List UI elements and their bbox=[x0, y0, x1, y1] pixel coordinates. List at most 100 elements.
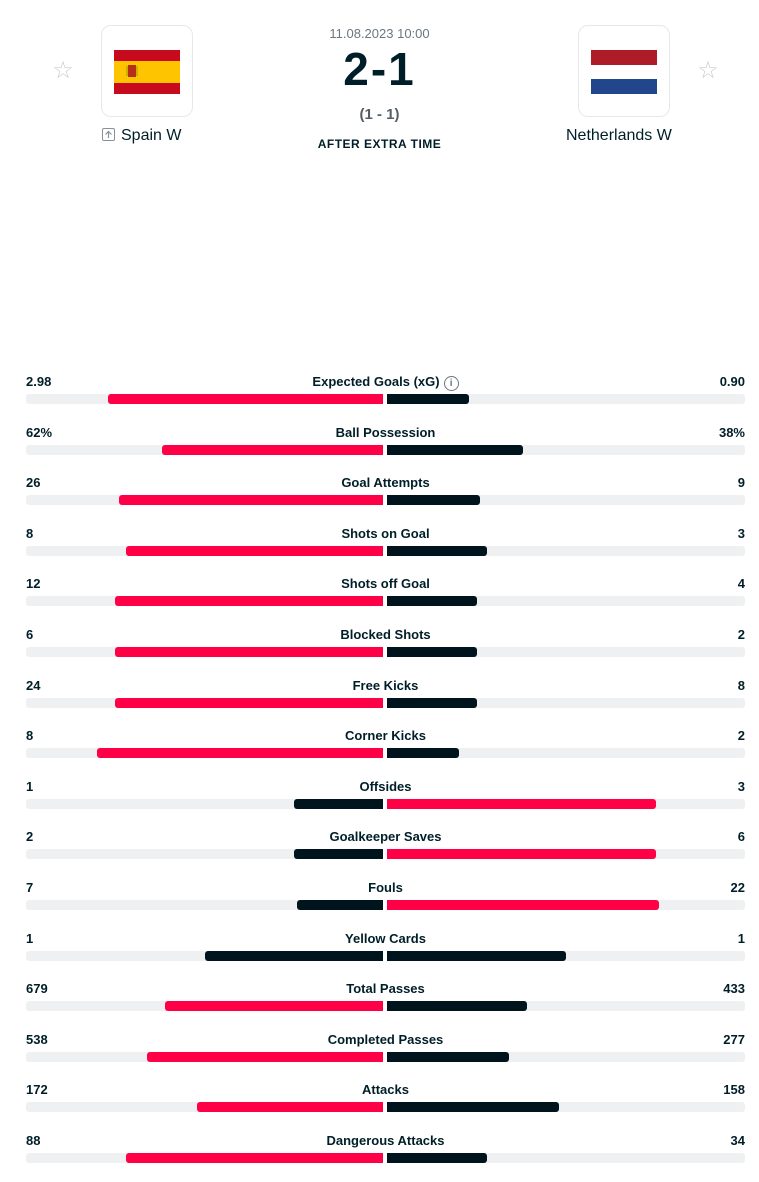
stat-header: 6 Blocked Shots 2 bbox=[26, 625, 745, 645]
stat-label-text: Fouls bbox=[368, 879, 403, 895]
stat-header: 1 Offsides 3 bbox=[26, 777, 745, 797]
stat-header: 7 Fouls 22 bbox=[26, 878, 745, 898]
home-bar-track bbox=[26, 899, 383, 910]
stat-away-value: 0.90 bbox=[719, 374, 745, 389]
stat-label-text: Yellow Cards bbox=[345, 930, 426, 946]
away-team-logo[interactable] bbox=[578, 25, 670, 117]
stat-header: 88 Dangerous Attacks 34 bbox=[26, 1131, 745, 1151]
away-bar-track bbox=[387, 596, 745, 607]
stat-label: Free Kicks bbox=[26, 678, 745, 693]
home-bar-fill bbox=[161, 444, 383, 455]
home-bar-fill bbox=[108, 394, 383, 404]
away-bar-track bbox=[387, 646, 745, 657]
stat-label-text: Completed Passes bbox=[327, 1031, 444, 1047]
netherlands-flag-icon bbox=[591, 50, 657, 94]
stat-label-text: Goalkeeper Saves bbox=[329, 829, 442, 845]
away-bar-track bbox=[387, 545, 745, 556]
home-bar-track bbox=[26, 444, 383, 455]
stat-home-value: 2.98 bbox=[26, 374, 52, 389]
stat-away-value: 9 bbox=[737, 475, 745, 491]
stat-away-value: 2 bbox=[737, 728, 745, 744]
away-bar-fill bbox=[387, 1102, 559, 1113]
stat-header: 538 Completed Passes 277 bbox=[26, 1030, 745, 1050]
stat-home-value: 12 bbox=[26, 576, 41, 592]
stat-row: 8 Corner Kicks 2 bbox=[26, 726, 745, 777]
stat-label-text: Blocked Shots bbox=[340, 626, 431, 642]
stat-label-text: Free Kicks bbox=[352, 677, 419, 693]
stat-bars bbox=[26, 394, 745, 404]
away-bar-track bbox=[387, 1102, 745, 1113]
stat-bars bbox=[26, 950, 745, 961]
match-header: ☆ Spain W 11.08.2023 10:00 2-1 (1 - 1) A… bbox=[0, 0, 759, 170]
stat-away-value: 22 bbox=[730, 879, 745, 895]
away-bar-fill bbox=[387, 950, 566, 961]
home-bar-fill bbox=[125, 1152, 383, 1163]
home-bar-fill bbox=[115, 697, 383, 708]
stat-home-value: 172 bbox=[26, 1082, 48, 1098]
stat-home-value: 7 bbox=[26, 879, 34, 895]
stat-label-text: Corner Kicks bbox=[345, 728, 426, 744]
home-bar-track bbox=[26, 646, 383, 657]
stat-home-value: 24 bbox=[26, 677, 41, 693]
home-team-label: Spain W bbox=[121, 127, 182, 144]
home-team-logo[interactable] bbox=[101, 25, 193, 117]
home-team-name[interactable]: Spain W bbox=[102, 127, 181, 145]
stat-label: Corner Kicks bbox=[26, 728, 745, 743]
stat-home-value: 538 bbox=[26, 1031, 48, 1047]
favorite-away-star-icon[interactable]: ☆ bbox=[697, 57, 719, 84]
stat-away-value: 1 bbox=[737, 930, 745, 946]
away-bar-track bbox=[387, 899, 745, 910]
away-team-name[interactable]: Netherlands W bbox=[566, 127, 672, 144]
stat-label: Ball Possession bbox=[26, 425, 745, 440]
away-bar-fill bbox=[387, 798, 656, 809]
away-bar-fill bbox=[387, 1152, 488, 1163]
stat-label: Offsides bbox=[26, 779, 745, 794]
stat-header: 1 Yellow Cards 1 bbox=[26, 929, 745, 949]
stat-label: Attacks bbox=[26, 1082, 745, 1097]
stat-label: Goalkeeper Saves bbox=[26, 829, 745, 844]
stat-bars bbox=[26, 646, 745, 657]
home-bar-fill bbox=[115, 596, 383, 607]
stat-away-value: 158 bbox=[723, 1082, 745, 1098]
away-bar-fill bbox=[387, 1051, 509, 1062]
stat-home-value: 8 bbox=[26, 728, 34, 744]
away-bar-track bbox=[387, 748, 745, 759]
stat-home-value: 1 bbox=[26, 778, 34, 794]
stat-bars bbox=[26, 748, 745, 759]
stat-label-text: Offsides bbox=[359, 778, 412, 794]
stat-bars bbox=[26, 1001, 745, 1012]
stat-label-text: Shots off Goal bbox=[341, 576, 430, 592]
home-bar-fill bbox=[204, 950, 383, 961]
home-bar-track bbox=[26, 495, 383, 506]
away-bar-track bbox=[387, 849, 745, 860]
half-time-score: (1 - 1) bbox=[359, 106, 400, 123]
home-bar-fill bbox=[147, 1051, 383, 1062]
stat-header: 679 Total Passes 433 bbox=[26, 979, 745, 999]
away-bar-fill bbox=[387, 596, 477, 607]
stat-header: 62% Ball Possession 38% bbox=[26, 423, 745, 443]
home-bar-fill bbox=[125, 545, 383, 556]
away-bar-fill bbox=[387, 444, 524, 455]
home-bar-track bbox=[26, 394, 383, 404]
stat-row: 7 Fouls 22 bbox=[26, 878, 745, 929]
stat-home-value: 6 bbox=[26, 626, 34, 642]
away-bar-track bbox=[387, 798, 745, 809]
stat-bars bbox=[26, 495, 745, 506]
away-bar-fill bbox=[387, 849, 656, 860]
statistics-list: 2.98 Expected Goals (xG) i 0.90 62% Ball Poss… bbox=[26, 372, 745, 1182]
stat-header: 2 Goalkeeper Saves 6 bbox=[26, 827, 745, 847]
stat-label: Dangerous Attacks bbox=[26, 1133, 745, 1148]
home-bar-fill bbox=[115, 646, 383, 657]
away-bar-track bbox=[387, 1001, 745, 1012]
away-bar-fill bbox=[387, 394, 470, 404]
stat-bars bbox=[26, 596, 745, 607]
stat-header: 172 Attacks 158 bbox=[26, 1080, 745, 1100]
stat-away-value: 2 bbox=[737, 626, 745, 642]
stat-label-text: Dangerous Attacks bbox=[326, 1132, 445, 1148]
favorite-home-star-icon[interactable]: ☆ bbox=[52, 57, 74, 84]
away-bar-track bbox=[387, 1051, 745, 1062]
info-icon[interactable]: i bbox=[443, 376, 459, 391]
stat-away-value: 6 bbox=[737, 829, 745, 845]
stat-row: 88 Dangerous Attacks 34 bbox=[26, 1131, 745, 1182]
stat-label: Shots on Goal bbox=[26, 526, 745, 541]
